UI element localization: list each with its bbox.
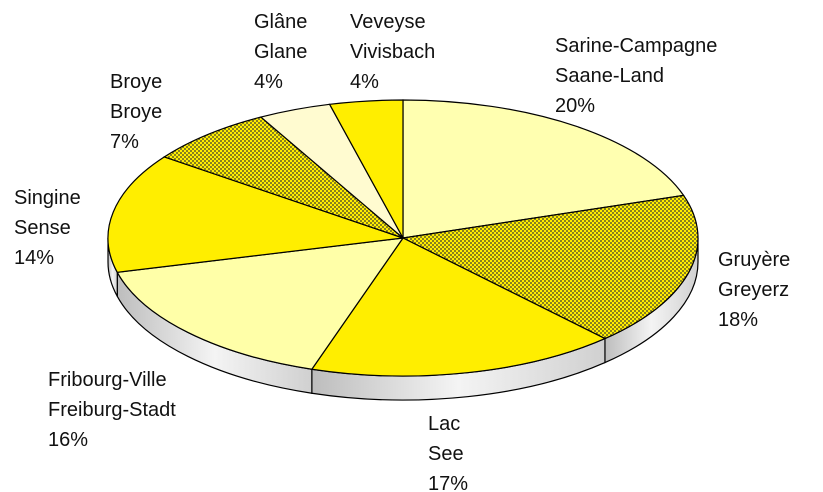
value-label: 17% (428, 473, 468, 492)
slice-label: Broye (110, 71, 162, 93)
slice-label: Glane (254, 41, 307, 63)
slice (116, 237, 405, 370)
slice-label: Lac (428, 413, 460, 435)
slice-label: Glâne (254, 11, 307, 33)
slice-label: Vivisbach (350, 41, 435, 63)
slice-label: Broye (110, 101, 162, 123)
slice-label: Greyerz (718, 279, 789, 301)
value-label: 16% (48, 429, 88, 451)
slice-label: Freiburg-Stadt (48, 399, 176, 421)
value-label: 14% (14, 247, 54, 269)
slice-label: See (428, 443, 464, 465)
slice (107, 156, 404, 273)
value-label: 7% (110, 131, 139, 153)
slice-label: Veveyse (350, 11, 426, 33)
slice (162, 116, 404, 239)
value-label: 20% (555, 95, 595, 117)
slice (310, 237, 607, 377)
slice-label: Saane-Land (555, 65, 664, 87)
slice-label: Sense (14, 217, 71, 239)
slice-label: Sarine-Campagne (555, 35, 717, 57)
slice (328, 99, 404, 239)
value-label: 4% (350, 71, 379, 93)
value-label: 4% (254, 71, 283, 93)
slice-label: Singine (14, 187, 81, 209)
value-label: 18% (718, 309, 758, 331)
slice-label: Fribourg-Ville (48, 369, 167, 391)
slice-label: Gruyère (718, 249, 790, 271)
slice (402, 99, 685, 239)
slice (401, 194, 699, 340)
